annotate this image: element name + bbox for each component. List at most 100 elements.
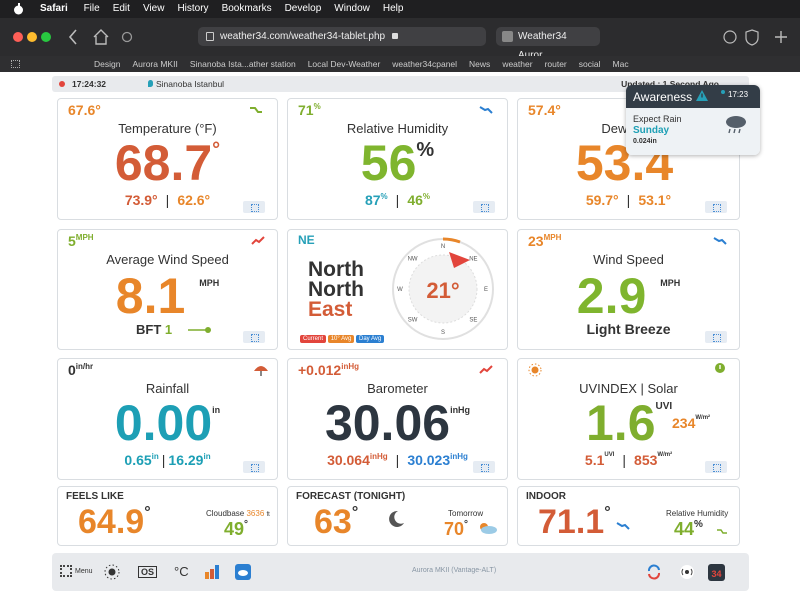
new-tab-button[interactable] (775, 31, 787, 43)
unit: inHg (450, 405, 471, 415)
value: 44 (674, 519, 695, 539)
menu-item[interactable]: File (83, 3, 100, 14)
high-low: 59.7° | 53.1° (585, 192, 672, 208)
bookmark[interactable]: weather (502, 59, 533, 69)
shield-icon[interactable] (745, 29, 759, 46)
bookmark[interactable]: weather34cpanel (392, 59, 458, 69)
bookmark[interactable]: Mac (612, 59, 629, 69)
bookmark[interactable]: Local Dev-Weather (307, 59, 381, 69)
expand-button[interactable] (705, 201, 727, 213)
reload-button[interactable] (121, 31, 133, 43)
expand-button[interactable] (473, 201, 495, 213)
max-values: 5.1UVI | 853W/m² (584, 452, 673, 468)
trend-icon (616, 522, 630, 530)
umbrella-icon (254, 366, 268, 376)
value: 56 (360, 135, 417, 191)
compass-label: SE (469, 317, 477, 323)
theme-button[interactable] (104, 564, 120, 580)
address-bar[interactable]: weather34.com/weather34-tablet.php (198, 27, 486, 46)
menu-item[interactable]: Window (334, 3, 370, 14)
expand-button[interactable] (705, 461, 727, 473)
menu-item[interactable]: Bookmarks (221, 3, 272, 14)
description: Light Breeze (586, 321, 671, 337)
menu-item[interactable]: Edit (112, 3, 130, 14)
broadcast-icon[interactable] (679, 564, 695, 580)
beaufort-bar (188, 327, 211, 333)
info-icon[interactable] (715, 363, 725, 373)
station-name: Aurora MKII (Vantage-ALT) (412, 567, 497, 574)
value: 87 (364, 192, 381, 208)
back-button[interactable] (68, 29, 77, 45)
high-low: 73.9° | 62.6° (124, 192, 211, 208)
compass-label: NE (469, 257, 477, 263)
expand-button[interactable] (705, 331, 727, 343)
card-title: Relative Humidity (346, 121, 449, 136)
home-button[interactable] (93, 29, 109, 45)
bookmark[interactable]: social (578, 59, 601, 69)
expand-button[interactable] (473, 461, 495, 473)
compass: 21° N NE E SE S SW W NW (392, 237, 494, 340)
warning-icon (696, 90, 708, 101)
bookmark[interactable]: Aurora MKII (132, 59, 178, 69)
direction-word: North (308, 278, 364, 301)
value: 71.1 (538, 503, 605, 541)
value: 71 (298, 102, 314, 118)
tab[interactable]: Weather34 Auror... (496, 27, 600, 61)
zoom-button[interactable] (41, 32, 51, 42)
trend-icon (713, 237, 727, 245)
awareness-popup[interactable]: Awareness 17:23 Expect Rain Sunday 0.024… (626, 85, 760, 155)
bookmark[interactable]: router (544, 59, 567, 69)
low: 62.6° (177, 192, 211, 208)
downloads-button[interactable] (723, 30, 737, 44)
label: BFT (136, 322, 162, 337)
tab-favicon (502, 31, 513, 42)
menu-item[interactable]: Develop (284, 3, 322, 14)
high: 59.7° (585, 192, 619, 208)
refresh-button[interactable] (646, 564, 662, 580)
app-menu[interactable]: Safari (40, 3, 68, 14)
max-gust: 23MPH (528, 233, 561, 249)
alert-message: Expect Rain (633, 114, 682, 124)
menu-button[interactable]: Menu (60, 565, 93, 577)
bookmark[interactable]: Sinanoba Ista...ather station (189, 59, 296, 69)
big-value: 8.1 MPH (58, 268, 277, 324)
value: 1.6 (586, 395, 656, 451)
barometer-card: +0.012inHg Barometer 30.06inHg 30.064inH… (287, 358, 508, 480)
compass-label: E (484, 287, 488, 293)
bookmark[interactable]: Design (94, 59, 121, 69)
value: 5 (68, 233, 76, 249)
value: 16.29 (168, 452, 204, 468)
cloudbase: Cloudbase 3636 ft (206, 509, 270, 518)
apple-logo[interactable] (13, 3, 24, 15)
menu-item[interactable]: History (177, 3, 209, 14)
unit: ft (266, 512, 270, 518)
value: 5.1 (584, 452, 605, 468)
high: 73.9° (124, 192, 158, 208)
card-title: Rainfall (145, 381, 190, 396)
tomorrow-label: Tomorrow (448, 509, 484, 518)
os-button[interactable]: OS (138, 566, 158, 578)
uv-max: 5.1UVI (585, 452, 614, 468)
weather34-badge[interactable]: 34 (708, 564, 725, 581)
expand-button[interactable] (243, 201, 265, 213)
units-button[interactable]: °C (174, 564, 189, 579)
wind-gust: 5MPH (68, 233, 94, 249)
browser-toolbar: weather34.com/weather34-tablet.php Weath… (0, 18, 800, 61)
dewpoint: 49° (224, 519, 248, 540)
menu-item[interactable]: View (142, 3, 165, 14)
alert-amount: 0.024in (633, 138, 657, 145)
live-dot (59, 81, 65, 87)
expand-button[interactable] (243, 331, 265, 343)
menu-item[interactable]: Help (382, 3, 404, 14)
bookmark[interactable]: News (469, 59, 491, 69)
sidebar-grid-icon[interactable] (11, 60, 20, 68)
minimize-button[interactable] (27, 32, 37, 42)
close-button[interactable] (13, 32, 23, 42)
weather-button[interactable] (235, 564, 251, 580)
footer-bar: Menu OS °C Aurora MKII (Vantage-ALT) 34 (52, 553, 749, 591)
big-value: 63° (314, 503, 358, 542)
bookmark-list: Design Aurora MKII Sinanoba Ista...ather s… (94, 56, 641, 72)
charts-button[interactable] (204, 564, 220, 580)
expand-button[interactable] (243, 461, 265, 473)
